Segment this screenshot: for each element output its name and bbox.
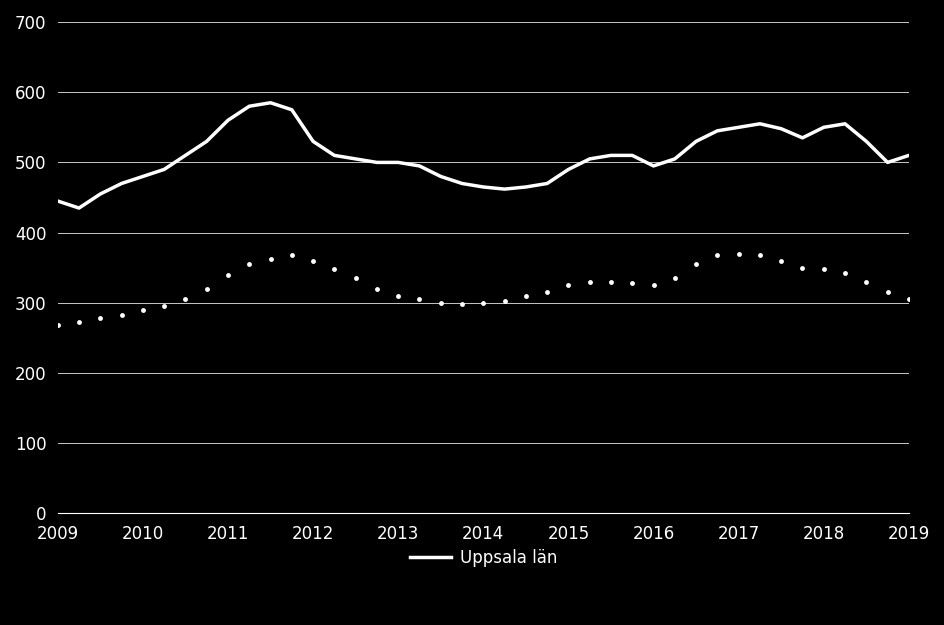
- Legend: Uppsala län: Uppsala län: [402, 542, 563, 574]
